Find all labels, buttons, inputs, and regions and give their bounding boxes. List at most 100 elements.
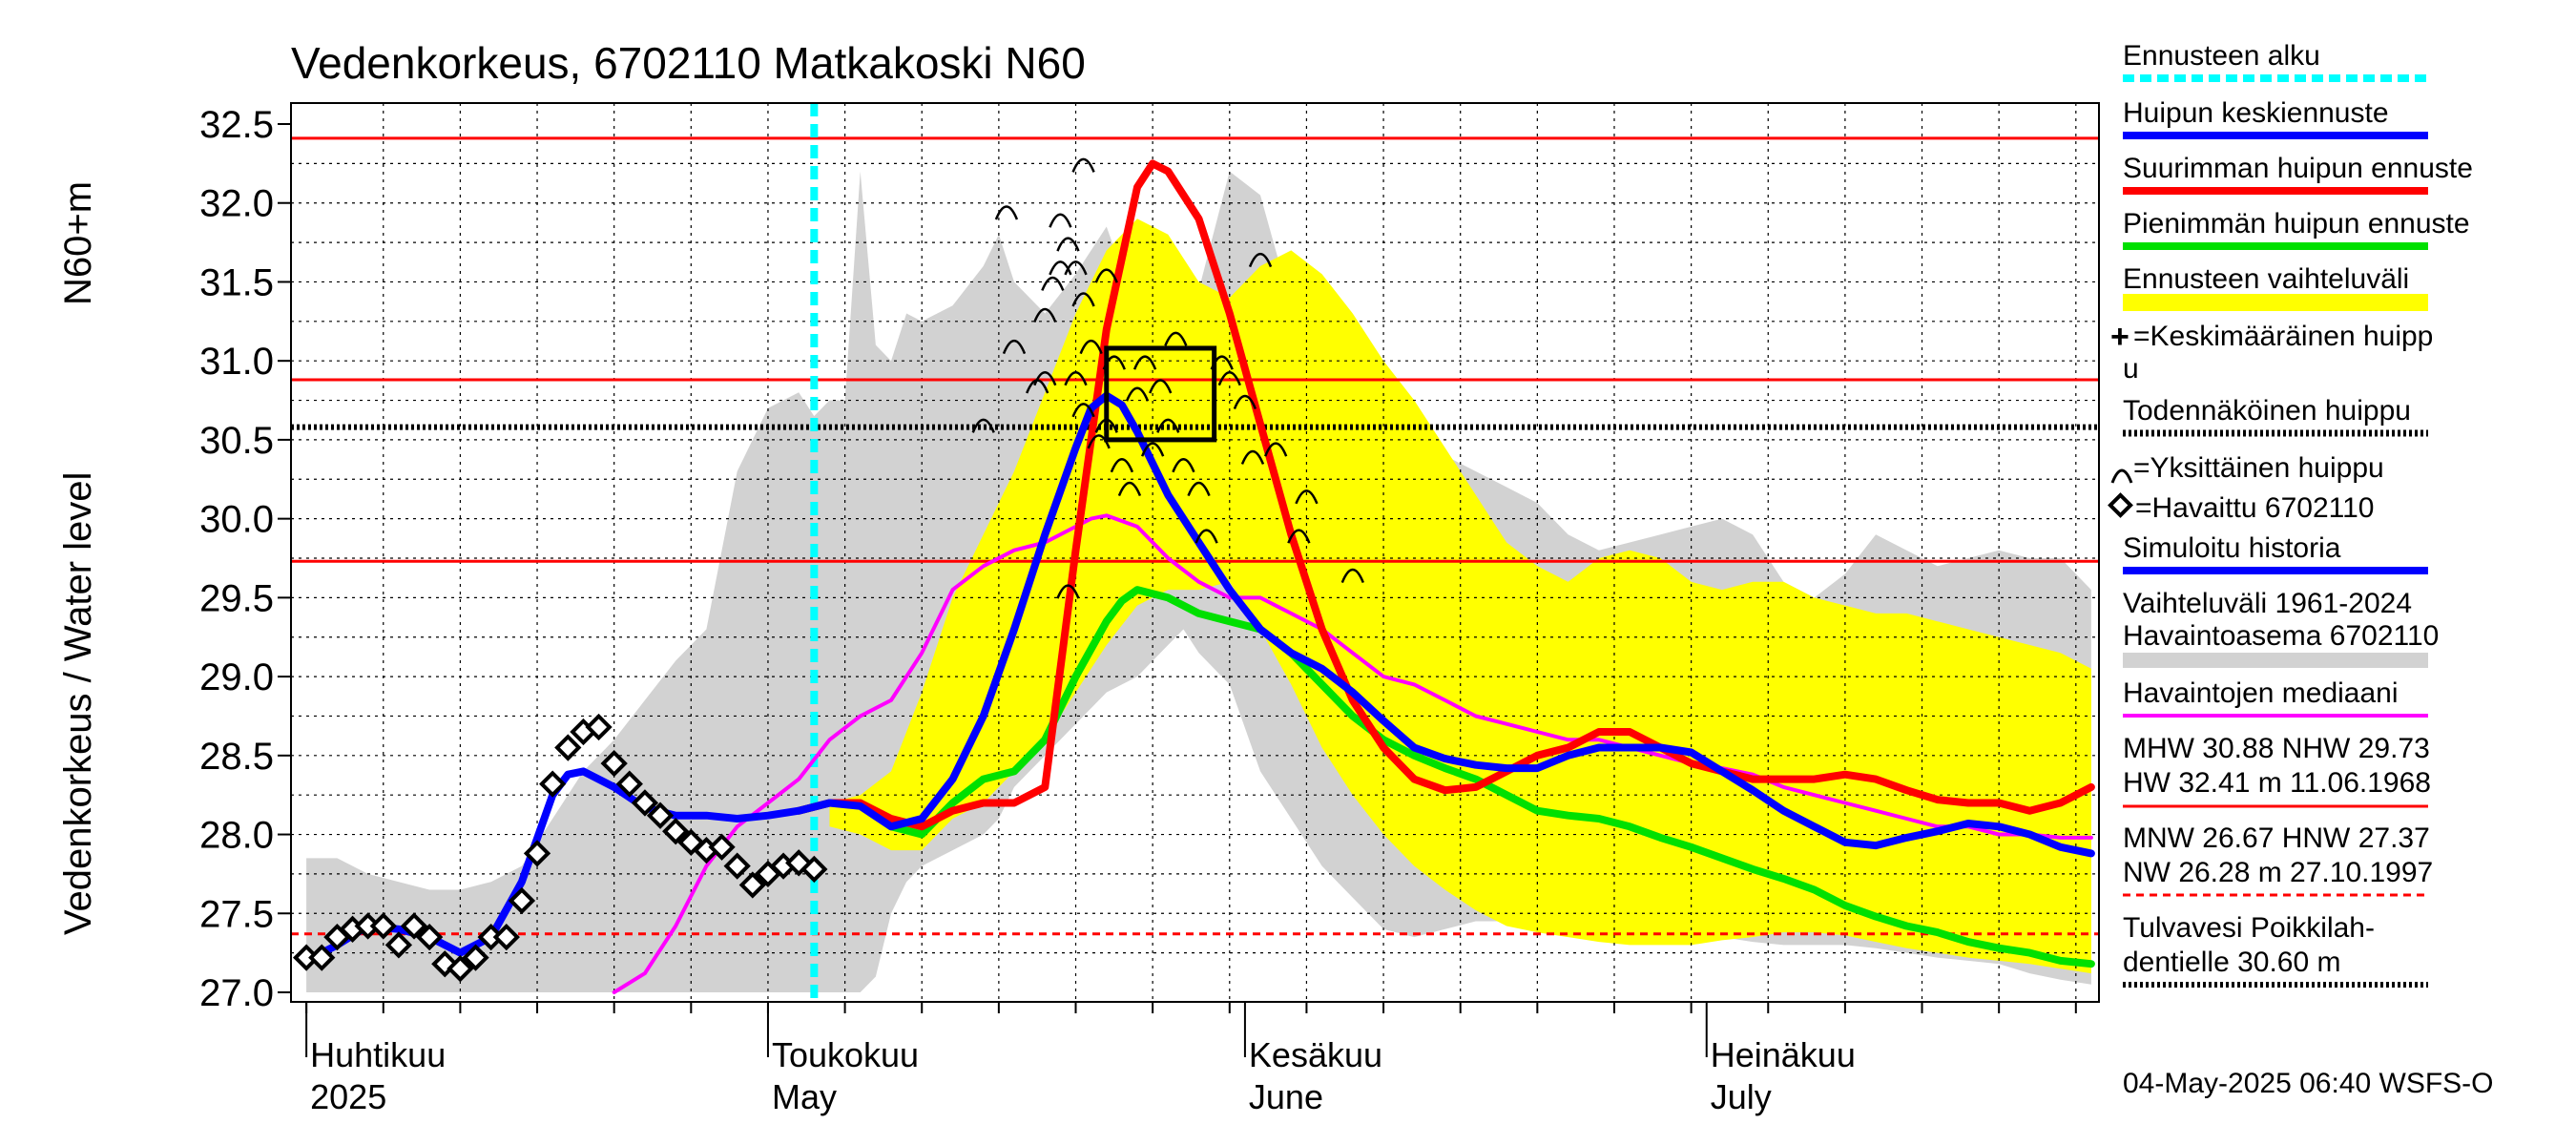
single-peak-marker: [1233, 394, 1257, 410]
observed-point: [600, 749, 628, 778]
observed-point: [631, 789, 659, 817]
single-peak-marker: [1164, 331, 1188, 346]
single-peak-marker: [1049, 213, 1072, 228]
single-peak-marker: [1002, 339, 1027, 355]
observed-point: [400, 912, 428, 940]
legend-single-peak-icon: [2110, 468, 2133, 484]
y-tick-label: 32.5: [199, 104, 274, 146]
y-tick-label: 27.5: [199, 893, 274, 935]
legend-mean-forecast: Huipun keskiennuste: [2123, 97, 2389, 129]
observed-point: [369, 912, 397, 940]
legend-avg-peak-icon: +: [2110, 319, 2129, 355]
series-mean-line: [302, 391, 2095, 965]
y-tick-label: 30.0: [199, 499, 274, 541]
y-tick-label: 31.5: [199, 261, 274, 303]
month-label-fi: Huhtikuu: [310, 1035, 446, 1074]
y-tick-label: 27.0: [199, 972, 274, 1014]
legend-forecast-range-swatch: [2123, 294, 2428, 311]
single-peak-marker: [1172, 458, 1195, 473]
series-min-line: [795, 586, 2095, 968]
observed-point: [384, 931, 413, 959]
y-axis-label: Vedenkorkeus / Water level: [57, 472, 99, 935]
observed-point: [416, 923, 444, 951]
observed-point: [508, 886, 536, 915]
single-peak-marker: [1056, 584, 1080, 599]
single-peak-marker: [1156, 418, 1180, 433]
observed-point: [800, 855, 828, 884]
month-label-fi: Kesäkuu: [1249, 1035, 1382, 1074]
single-peak-marker: [1071, 403, 1095, 418]
legend-observed: =Havaittu 6702110: [2135, 492, 2374, 524]
month-label-fi: Heinäkuu: [1711, 1035, 1856, 1074]
legend-max-forecast: Suurimman huipun ennuste: [2123, 153, 2473, 184]
month-label-en: July: [1711, 1077, 1772, 1116]
legend-hist-range-swatch: [2123, 653, 2428, 668]
single-peak-marker: [1087, 434, 1111, 449]
y-tick-label: 31.0: [199, 341, 274, 383]
legend-hist-range-1: Vaihteluväli 1961-2024: [2123, 588, 2412, 619]
legend-stats-4: NW 26.28 m 27.10.1997: [2123, 857, 2433, 888]
series-median-line: [612, 513, 2093, 994]
legend-avg-peak-2: u: [2123, 353, 2139, 385]
y-tick-label: 28.0: [199, 815, 274, 857]
single-peak-marker: [1071, 292, 1095, 307]
single-peak-marker: [1033, 307, 1057, 323]
single-peak-marker: [1117, 481, 1142, 497]
observed-point: [462, 944, 489, 971]
single-peak-marker: [1195, 529, 1218, 544]
legend-flood-2: dentielle 30.60 m: [2123, 947, 2341, 978]
observed-point: [554, 734, 582, 761]
single-peak-marker: [1056, 237, 1080, 252]
y-axis-unit: N60+m: [57, 181, 99, 305]
single-peak-marker: [1340, 568, 1364, 584]
legend-stats-2: HW 32.41 m 11.06.1968: [2123, 767, 2431, 799]
legend-single-peak: =Yksittäinen huippu: [2133, 452, 2384, 484]
month-label-fi: Toukokuu: [772, 1035, 919, 1074]
legend-avg-peak: =Keskimääräinen huipp: [2133, 321, 2433, 352]
observed-point: [662, 818, 690, 845]
month-label-en: 2025: [310, 1077, 386, 1116]
y-tick-label: 30.5: [199, 420, 274, 462]
observed-point: [292, 944, 321, 971]
legend-flood-1: Tulvavesi Poikkilah-: [2123, 912, 2375, 944]
observed-point: [523, 840, 551, 867]
series-max-line: [795, 159, 2095, 831]
legend-observed-icon: [2108, 492, 2133, 518]
single-peak-marker: [1217, 371, 1241, 386]
plot-frame: [290, 102, 2100, 1003]
single-peak-marker: [1064, 260, 1088, 276]
legend-simulated: Simuloitu historia: [2123, 532, 2341, 564]
observed-point: [738, 871, 766, 899]
single-peak-marker: [1049, 260, 1072, 276]
peak-range-box: [1104, 345, 1217, 443]
month-label-en: May: [772, 1077, 837, 1116]
single-peak-marker: [1287, 529, 1311, 544]
observed-point: [308, 944, 336, 971]
y-tick-label: 32.0: [199, 183, 274, 225]
single-peak-marker: [1140, 442, 1165, 457]
observed-point: [354, 912, 382, 940]
month-label-en: June: [1249, 1077, 1323, 1116]
single-peak-marker: [994, 205, 1019, 220]
legend-stats-3: MNW 26.67 HNW 27.37: [2123, 822, 2430, 854]
legend-probable-peak: Todennäköinen huippu: [2123, 395, 2411, 427]
observed-point: [708, 833, 736, 861]
observed-point: [585, 713, 613, 741]
observed-point: [492, 923, 520, 951]
legend: Ennusteen alku Huipun keskiennuste Suuri…: [2108, 40, 2473, 988]
legend-median: Havaintojen mediaani: [2123, 677, 2399, 709]
legend-forecast-start: Ennusteen alku: [2123, 40, 2320, 72]
single-peak-marker: [1240, 449, 1265, 465]
single-peak-marker: [1125, 386, 1150, 402]
single-peak-marker: [1187, 481, 1211, 497]
legend-forecast-range: Ennusteen vaihteluväli: [2123, 263, 2409, 295]
single-peak-marker: [1033, 371, 1057, 386]
observed-point: [615, 770, 643, 798]
observed-point: [646, 802, 675, 829]
single-peak-marker: [1132, 355, 1157, 370]
footer-timestamp: 04-May-2025 06:40 WSFS-O: [2123, 1068, 2494, 1099]
single-peak-marker: [1071, 157, 1095, 173]
single-peak-marker: [971, 418, 995, 433]
chart-title: Vedenkorkeus, 6702110 Matkakoski N60: [291, 38, 1086, 88]
